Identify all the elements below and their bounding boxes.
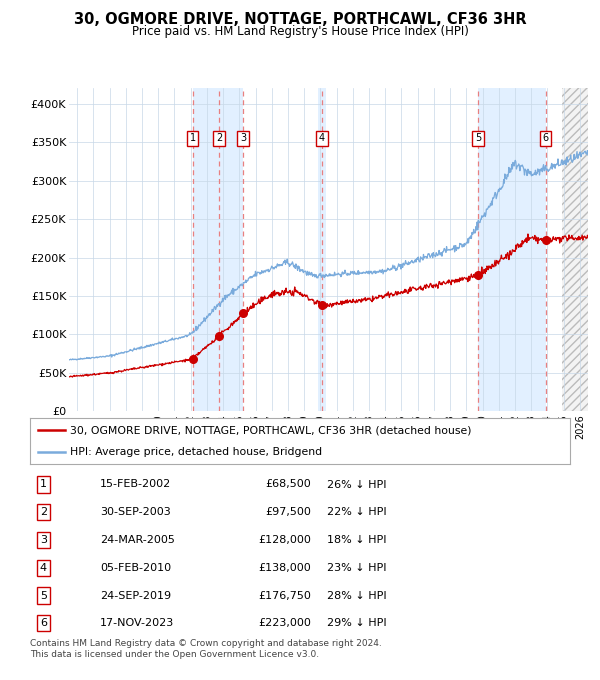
Bar (193, 88, 243, 411)
Text: £68,500: £68,500 (265, 479, 311, 490)
Text: 26% ↓ HPI: 26% ↓ HPI (327, 479, 386, 490)
Text: 05-FEB-2010: 05-FEB-2010 (100, 563, 172, 573)
Text: 24-MAR-2005: 24-MAR-2005 (100, 535, 175, 545)
Text: 6: 6 (40, 618, 47, 628)
Text: £97,500: £97,500 (265, 507, 311, 517)
Text: 23% ↓ HPI: 23% ↓ HPI (327, 563, 386, 573)
Text: 1: 1 (190, 133, 196, 143)
Text: 30, OGMORE DRIVE, NOTTAGE, PORTHCAWL, CF36 3HR: 30, OGMORE DRIVE, NOTTAGE, PORTHCAWL, CF… (74, 12, 526, 27)
Text: 1: 1 (40, 479, 47, 490)
Text: 3: 3 (40, 535, 47, 545)
Bar (562, 88, 593, 411)
Text: 4: 4 (319, 133, 325, 143)
Text: 29% ↓ HPI: 29% ↓ HPI (327, 618, 386, 628)
Text: 3: 3 (240, 133, 246, 143)
Text: £128,000: £128,000 (258, 535, 311, 545)
Text: 30, OGMORE DRIVE, NOTTAGE, PORTHCAWL, CF36 3HR (detached house): 30, OGMORE DRIVE, NOTTAGE, PORTHCAWL, CF… (71, 426, 472, 435)
Text: 22% ↓ HPI: 22% ↓ HPI (327, 507, 386, 517)
Text: 24-SEP-2019: 24-SEP-2019 (100, 590, 172, 600)
Text: 6: 6 (542, 133, 548, 143)
Text: Price paid vs. HM Land Registry's House Price Index (HPI): Price paid vs. HM Land Registry's House … (131, 25, 469, 38)
Text: 4: 4 (40, 563, 47, 573)
Text: 5: 5 (40, 590, 47, 600)
Text: £138,000: £138,000 (258, 563, 311, 573)
Text: 15-FEB-2002: 15-FEB-2002 (100, 479, 172, 490)
Bar (562, 88, 593, 411)
Text: 28% ↓ HPI: 28% ↓ HPI (327, 590, 386, 600)
Text: 17-NOV-2023: 17-NOV-2023 (100, 618, 175, 628)
Text: £223,000: £223,000 (258, 618, 311, 628)
Text: HPI: Average price, detached house, Bridgend: HPI: Average price, detached house, Brid… (71, 447, 323, 457)
Text: 5: 5 (475, 133, 481, 143)
Text: 18% ↓ HPI: 18% ↓ HPI (327, 535, 386, 545)
Bar (318, 88, 326, 411)
Text: £176,750: £176,750 (258, 590, 311, 600)
Text: 2: 2 (40, 507, 47, 517)
Text: Contains HM Land Registry data © Crown copyright and database right 2024.
This d: Contains HM Land Registry data © Crown c… (30, 639, 382, 659)
Text: 2: 2 (216, 133, 222, 143)
Bar (478, 88, 545, 411)
Text: 30-SEP-2003: 30-SEP-2003 (100, 507, 171, 517)
